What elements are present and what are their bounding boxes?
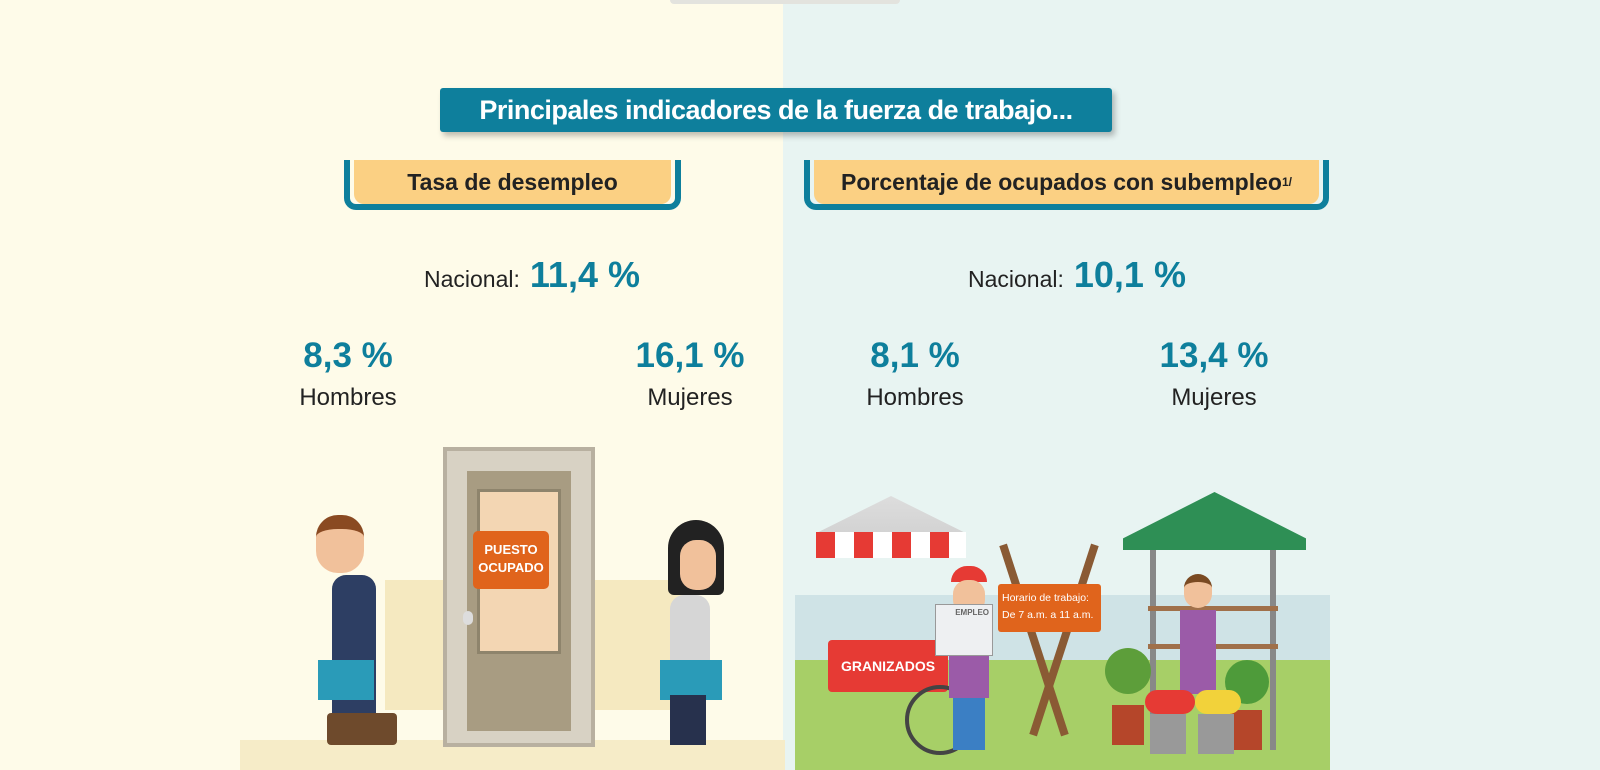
bucket [1150,714,1186,754]
door-knob [463,611,473,625]
door-frame: PUESTO OCUPADO [443,447,595,747]
underemployment-header: Porcentaje de ocupados con subempleo 1/ [804,160,1329,210]
bucket [1198,714,1234,754]
unemployment-header: Tasa de desempleo [344,160,681,210]
stand-pole [1270,550,1276,750]
florist-illustration [1178,574,1218,750]
pot [1112,705,1144,745]
occupied-sign: PUESTO OCUPADO [473,531,549,589]
man-illustration [312,515,397,745]
women-label: Mujeres [1171,384,1257,411]
unemployment-header-text: Tasa de desempleo [354,160,671,204]
header-text: Porcentaje de ocupados con subempleo [841,168,1282,195]
footnote-mark: 1/ [1281,175,1292,189]
flowers [1145,690,1195,714]
newspaper: EMPLEO [935,604,993,656]
pot [1230,710,1262,750]
door: PUESTO OCUPADO [463,471,571,731]
national-value: 10,1 % [1073,254,1186,295]
page-title: Principales indicadores de la fuerza de … [440,88,1112,132]
plant [1105,648,1151,694]
stand-pole [1150,550,1156,750]
national-label: Nacional: [968,266,1064,292]
schedule-sign: Horario de trabajo: De 7 a.m. a 11 a.m. [998,584,1101,632]
schedule-line-1: Horario de trabajo: [1002,592,1089,604]
national-value: 11,4 % [529,254,640,295]
woman-illustration [660,520,730,745]
canopy-stripes [816,532,966,558]
women-value: 16,1 % [635,336,745,375]
men-value: 8,3 % [303,336,393,375]
unemployment-national: Nacional: 11,4 % [424,254,640,296]
sign-line-2: OCUPADO [478,560,544,575]
underemployment-national: Nacional: 10,1 % [968,254,1186,296]
sign-line-1: PUESTO [484,542,538,557]
men-label: Hombres [866,384,964,411]
women-value: 13,4 % [1159,336,1269,375]
women-label: Mujeres [647,384,733,411]
top-tab [670,0,900,4]
underemployment-header-text: Porcentaje de ocupados con subempleo 1/ [814,160,1319,204]
cart-sign: GRANIZADOS [828,640,948,692]
shelf [1148,606,1278,611]
national-label: Nacional: [424,266,520,292]
vendor-illustration [945,566,991,750]
men-label: Hombres [299,384,397,411]
flowers [1195,690,1241,714]
schedule-line-2: De 7 a.m. a 11 a.m. [1002,609,1094,621]
men-value: 8,1 % [870,336,960,375]
